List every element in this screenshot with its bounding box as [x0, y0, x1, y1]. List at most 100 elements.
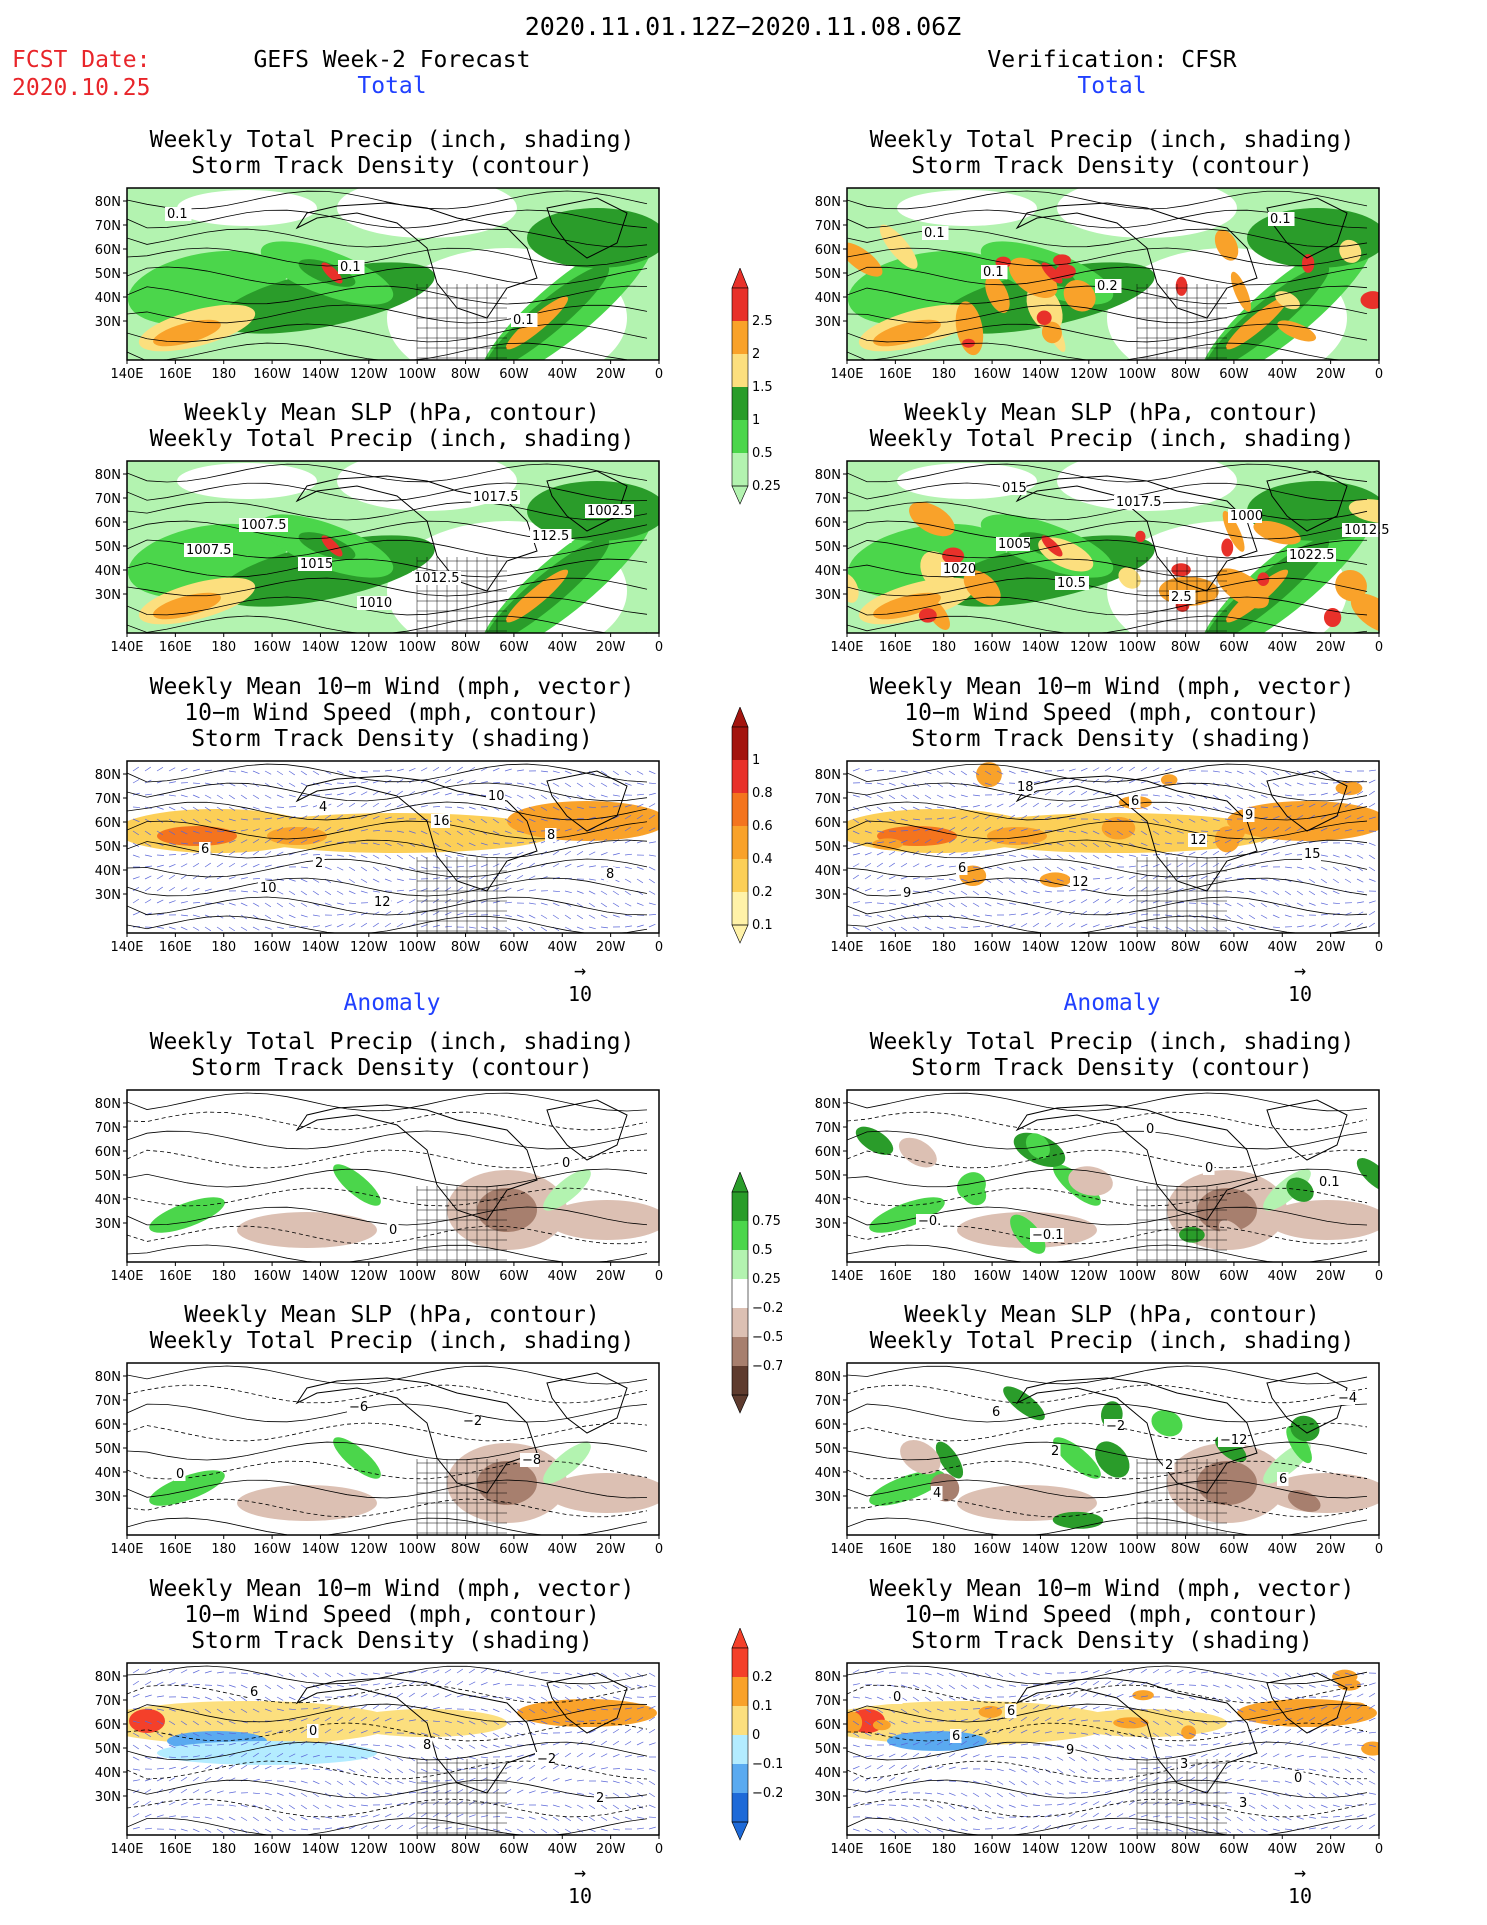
contour-label: 10	[488, 789, 505, 804]
lon-tick-label: 160E	[159, 1269, 192, 1284]
lat-tick-label: 70N	[95, 1694, 121, 1709]
colorbar-swatch	[732, 1337, 748, 1366]
lon-tick-label: 80W	[451, 1842, 481, 1857]
lat-tick-label: 30N	[95, 888, 121, 903]
lon-tick-label: 100W	[398, 640, 436, 655]
lon-tick-label: 0	[1375, 940, 1383, 955]
lon-tick-label: 140E	[830, 940, 863, 955]
lat-tick-label: 40N	[95, 1766, 121, 1781]
lat-tick-label: 30N	[95, 1790, 121, 1805]
lat-tick-label: 60N	[95, 1145, 121, 1160]
lon-tick-label: 80W	[1171, 1842, 1201, 1857]
contour-label: 0	[389, 1223, 397, 1238]
contour-label: 112.5	[532, 529, 569, 544]
lon-tick-label: 60W	[499, 1842, 529, 1857]
page-title: 2020.11.01.12Z−2020.11.08.06Z	[524, 12, 962, 41]
lon-tick-label: 140E	[830, 640, 863, 655]
lon-tick-label: 120W	[1070, 1269, 1108, 1284]
contour-label: 1012.5	[414, 571, 460, 586]
lon-tick-label: 160W	[253, 367, 291, 382]
contour-label: 3	[1239, 1796, 1247, 1811]
lon-tick-label: 0	[655, 640, 663, 655]
lon-tick-label: 120W	[1070, 1542, 1108, 1557]
lon-tick-label: 140W	[302, 1842, 340, 1857]
contour-label: 1017.5	[1116, 495, 1162, 510]
contour-label: 12	[1072, 875, 1089, 890]
colorbar-swatch	[732, 892, 748, 925]
lon-tick-label: 160W	[973, 1269, 1011, 1284]
contour-label: 0	[893, 1690, 901, 1705]
lon-tick-label: 40W	[548, 1842, 578, 1857]
lat-tick-label: 50N	[815, 1169, 841, 1184]
fcst-date-label: FCST Date:	[12, 47, 151, 73]
contour-label: 1010	[359, 596, 392, 611]
lon-tick-label: 20W	[596, 1269, 626, 1284]
colorbar-label: 0.2	[752, 1670, 773, 1685]
colorbar-swatch	[732, 760, 748, 793]
lat-tick-label: 60N	[95, 243, 121, 258]
panel-title-p6: Weekly Mean 10−m Wind (mph, vector) 10−m …	[869, 674, 1355, 752]
panel-title-p11: Weekly Mean 10−m Wind (mph, vector) 10−m …	[149, 1576, 635, 1654]
colorbar-swatch	[732, 727, 748, 760]
lon-tick-label: 60W	[499, 367, 529, 382]
lat-tick-label: 60N	[815, 1418, 841, 1433]
lon-tick-label: 140E	[830, 1542, 863, 1557]
lat-tick-label: 80N	[815, 1670, 841, 1685]
contour-label: 015	[1002, 481, 1027, 496]
lat-tick-label: 70N	[815, 792, 841, 807]
lon-tick-label: 60W	[1219, 367, 1249, 382]
contour-label: 1022.5	[1289, 548, 1335, 563]
lat-tick-label: 60N	[815, 816, 841, 831]
contour-label: 9	[903, 886, 911, 901]
lon-tick-label: 140E	[110, 367, 143, 382]
lon-tick-label: 180	[931, 1842, 956, 1857]
contour-label: 0	[1294, 1771, 1302, 1786]
contour-label: 8	[606, 867, 614, 882]
lon-tick-label: 80W	[451, 1542, 481, 1557]
lon-tick-label: 120W	[350, 940, 388, 955]
lat-tick-label: 30N	[815, 888, 841, 903]
lat-tick-label: 80N	[95, 768, 121, 783]
contour-label: 6	[992, 1405, 1000, 1420]
left-column-title: GEFS Week-2 Forecast	[253, 47, 531, 73]
colorbar-swatch	[732, 1250, 748, 1279]
lat-tick-label: 60N	[815, 1145, 841, 1160]
contour-label: 10	[260, 881, 277, 896]
lat-tick-label: 80N	[95, 195, 121, 210]
colorbar-label: 0.2	[752, 885, 773, 900]
lon-tick-label: 160E	[879, 1269, 912, 1284]
lon-tick-label: 180	[211, 940, 236, 955]
colorbar-storm-anom: 0.2 0.1 0 −0.1 −0.2	[722, 1627, 784, 1846]
colorbar-swatch	[732, 826, 748, 859]
lon-tick-label: 20W	[596, 1842, 626, 1857]
lon-tick-label: 0	[655, 1842, 663, 1857]
map-panel-p11: −2 6 8 2 0 80N 70N 60N 50N 40N 30N 140E 160E 180 160W 1…	[71, 1655, 673, 1863]
contour-label: 12	[374, 895, 391, 910]
lat-tick-label: 30N	[95, 1490, 121, 1505]
lon-tick-label: 140W	[1022, 1842, 1060, 1857]
lon-tick-label: 120W	[1070, 640, 1108, 655]
lon-tick-label: 0	[655, 1269, 663, 1284]
lon-tick-label: 160W	[973, 367, 1011, 382]
lon-tick-label: 60W	[1219, 940, 1249, 955]
vector-ref-p5: → 10	[567, 958, 593, 1006]
panel-title-p5: Weekly Mean 10−m Wind (mph, vector) 10−m …	[149, 674, 635, 752]
colorbar-label: 0.8	[752, 786, 773, 801]
colorbar-swatch	[732, 1706, 748, 1735]
lon-tick-label: 160W	[973, 940, 1011, 955]
contour-label: −6	[349, 1400, 368, 1415]
colorbar-label: 0.5	[752, 446, 773, 461]
contour-label: 4	[319, 800, 327, 815]
colorbar-label: 2	[752, 347, 760, 362]
contour-label: 3	[1180, 1757, 1188, 1772]
lon-tick-label: 60W	[499, 1269, 529, 1284]
contour-label: 10.5	[1057, 576, 1086, 591]
lon-tick-label: 180	[211, 367, 236, 382]
contour-label: 6	[250, 1685, 258, 1700]
colorbar-label: 1.5	[752, 380, 773, 395]
lon-tick-label: 0	[1375, 367, 1383, 382]
contour-label: 1012.5	[1344, 523, 1390, 538]
map-panel-p5: 2 10 6 12 8 10 16 8 4 80N 70N 60N 50N 40N 30N 140E 160E 1…	[71, 753, 673, 961]
lat-tick-label: 70N	[815, 1694, 841, 1709]
colorbar-label: 2.5	[752, 314, 773, 329]
